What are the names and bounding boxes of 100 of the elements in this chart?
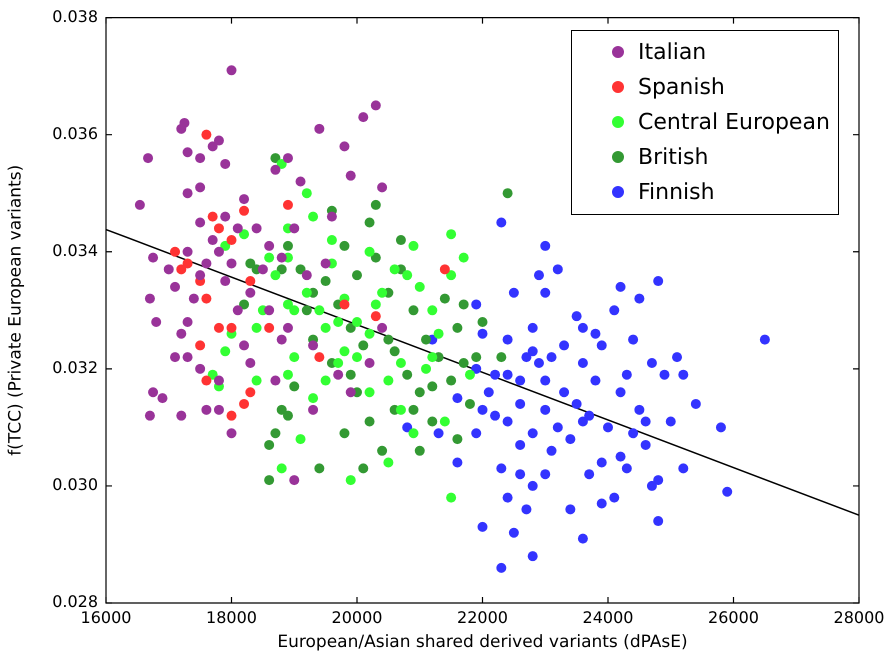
point: [434, 328, 444, 339]
x-tick-label: 26000: [708, 608, 759, 627]
point: [208, 212, 218, 222]
point: [421, 334, 432, 345]
point: [402, 270, 412, 280]
point: [339, 428, 350, 438]
point: [264, 322, 274, 333]
point: [270, 270, 280, 280]
point: [314, 463, 324, 474]
point: [458, 252, 469, 263]
point: [364, 246, 375, 257]
point: [226, 322, 236, 333]
y-axis-title: f(TCC) (Private European variants): [6, 164, 26, 456]
point: [289, 352, 300, 362]
point: [252, 322, 262, 333]
x-axis-title: European/Asian shared derived variants (dPAsE): [277, 632, 688, 652]
point: [282, 370, 293, 380]
point: [314, 352, 324, 362]
point: [245, 276, 256, 286]
point: [396, 404, 406, 415]
point: [302, 288, 312, 298]
point: [370, 252, 381, 263]
point: [182, 258, 193, 268]
point: [396, 235, 406, 246]
point: [289, 381, 300, 392]
point: [308, 393, 318, 404]
point: [346, 322, 356, 333]
point: [245, 387, 256, 398]
point: [308, 212, 318, 222]
point: [214, 223, 224, 234]
point: [464, 398, 475, 409]
point: [201, 130, 212, 140]
point: [364, 217, 375, 228]
legend-label: Spanish: [638, 74, 725, 102]
point: [396, 358, 406, 368]
point: [296, 264, 306, 274]
point: [352, 317, 362, 328]
point: [464, 370, 475, 380]
point: [346, 370, 356, 380]
point: [302, 305, 312, 316]
point: [390, 264, 400, 274]
point: [264, 440, 274, 450]
point: [333, 317, 344, 328]
point: [320, 276, 331, 286]
point: [201, 376, 212, 386]
point: [170, 246, 180, 257]
point: [427, 416, 438, 427]
point: [276, 264, 287, 274]
point: [383, 376, 394, 386]
point: [339, 240, 350, 251]
point: [502, 188, 513, 198]
point: [496, 352, 506, 362]
point: [458, 358, 469, 368]
point: [226, 235, 236, 246]
point: [276, 463, 287, 474]
point: [296, 434, 306, 444]
point: [458, 299, 469, 310]
point: [226, 410, 236, 421]
point: [333, 358, 344, 368]
point: [352, 270, 362, 280]
point: [408, 404, 418, 415]
point: [195, 340, 206, 350]
point: [364, 328, 375, 339]
point: [446, 376, 456, 386]
point: [245, 258, 256, 268]
legend-label: Finnish: [638, 178, 715, 207]
legend-label: British: [638, 144, 708, 172]
point: [282, 299, 293, 310]
legend-label: Italian: [638, 38, 706, 67]
point: [408, 305, 418, 316]
point: [427, 352, 438, 362]
point: [276, 404, 287, 415]
point: [326, 235, 337, 246]
x-tick-label: 24000: [582, 608, 634, 627]
point: [377, 288, 388, 298]
point: [452, 322, 462, 333]
point: [270, 428, 280, 438]
point: [302, 188, 312, 198]
point: [339, 346, 350, 356]
point: [220, 346, 230, 356]
y-tick-label: 0.032: [52, 358, 98, 377]
point: [370, 311, 381, 322]
point: [414, 446, 425, 456]
point: [239, 398, 250, 409]
point: [358, 463, 368, 474]
point: [408, 240, 418, 251]
point: [440, 294, 450, 304]
point: [364, 387, 375, 398]
point: [408, 428, 418, 438]
y-tick-label: 0.034: [52, 240, 98, 260]
point: [339, 299, 350, 310]
point: [452, 434, 462, 444]
point: [440, 416, 450, 427]
point: [370, 200, 381, 210]
point: [264, 475, 274, 486]
point: [390, 346, 400, 356]
y-tick-label: 0.038: [52, 6, 98, 26]
point: [364, 416, 375, 427]
point: [214, 322, 224, 333]
point: [427, 381, 438, 392]
